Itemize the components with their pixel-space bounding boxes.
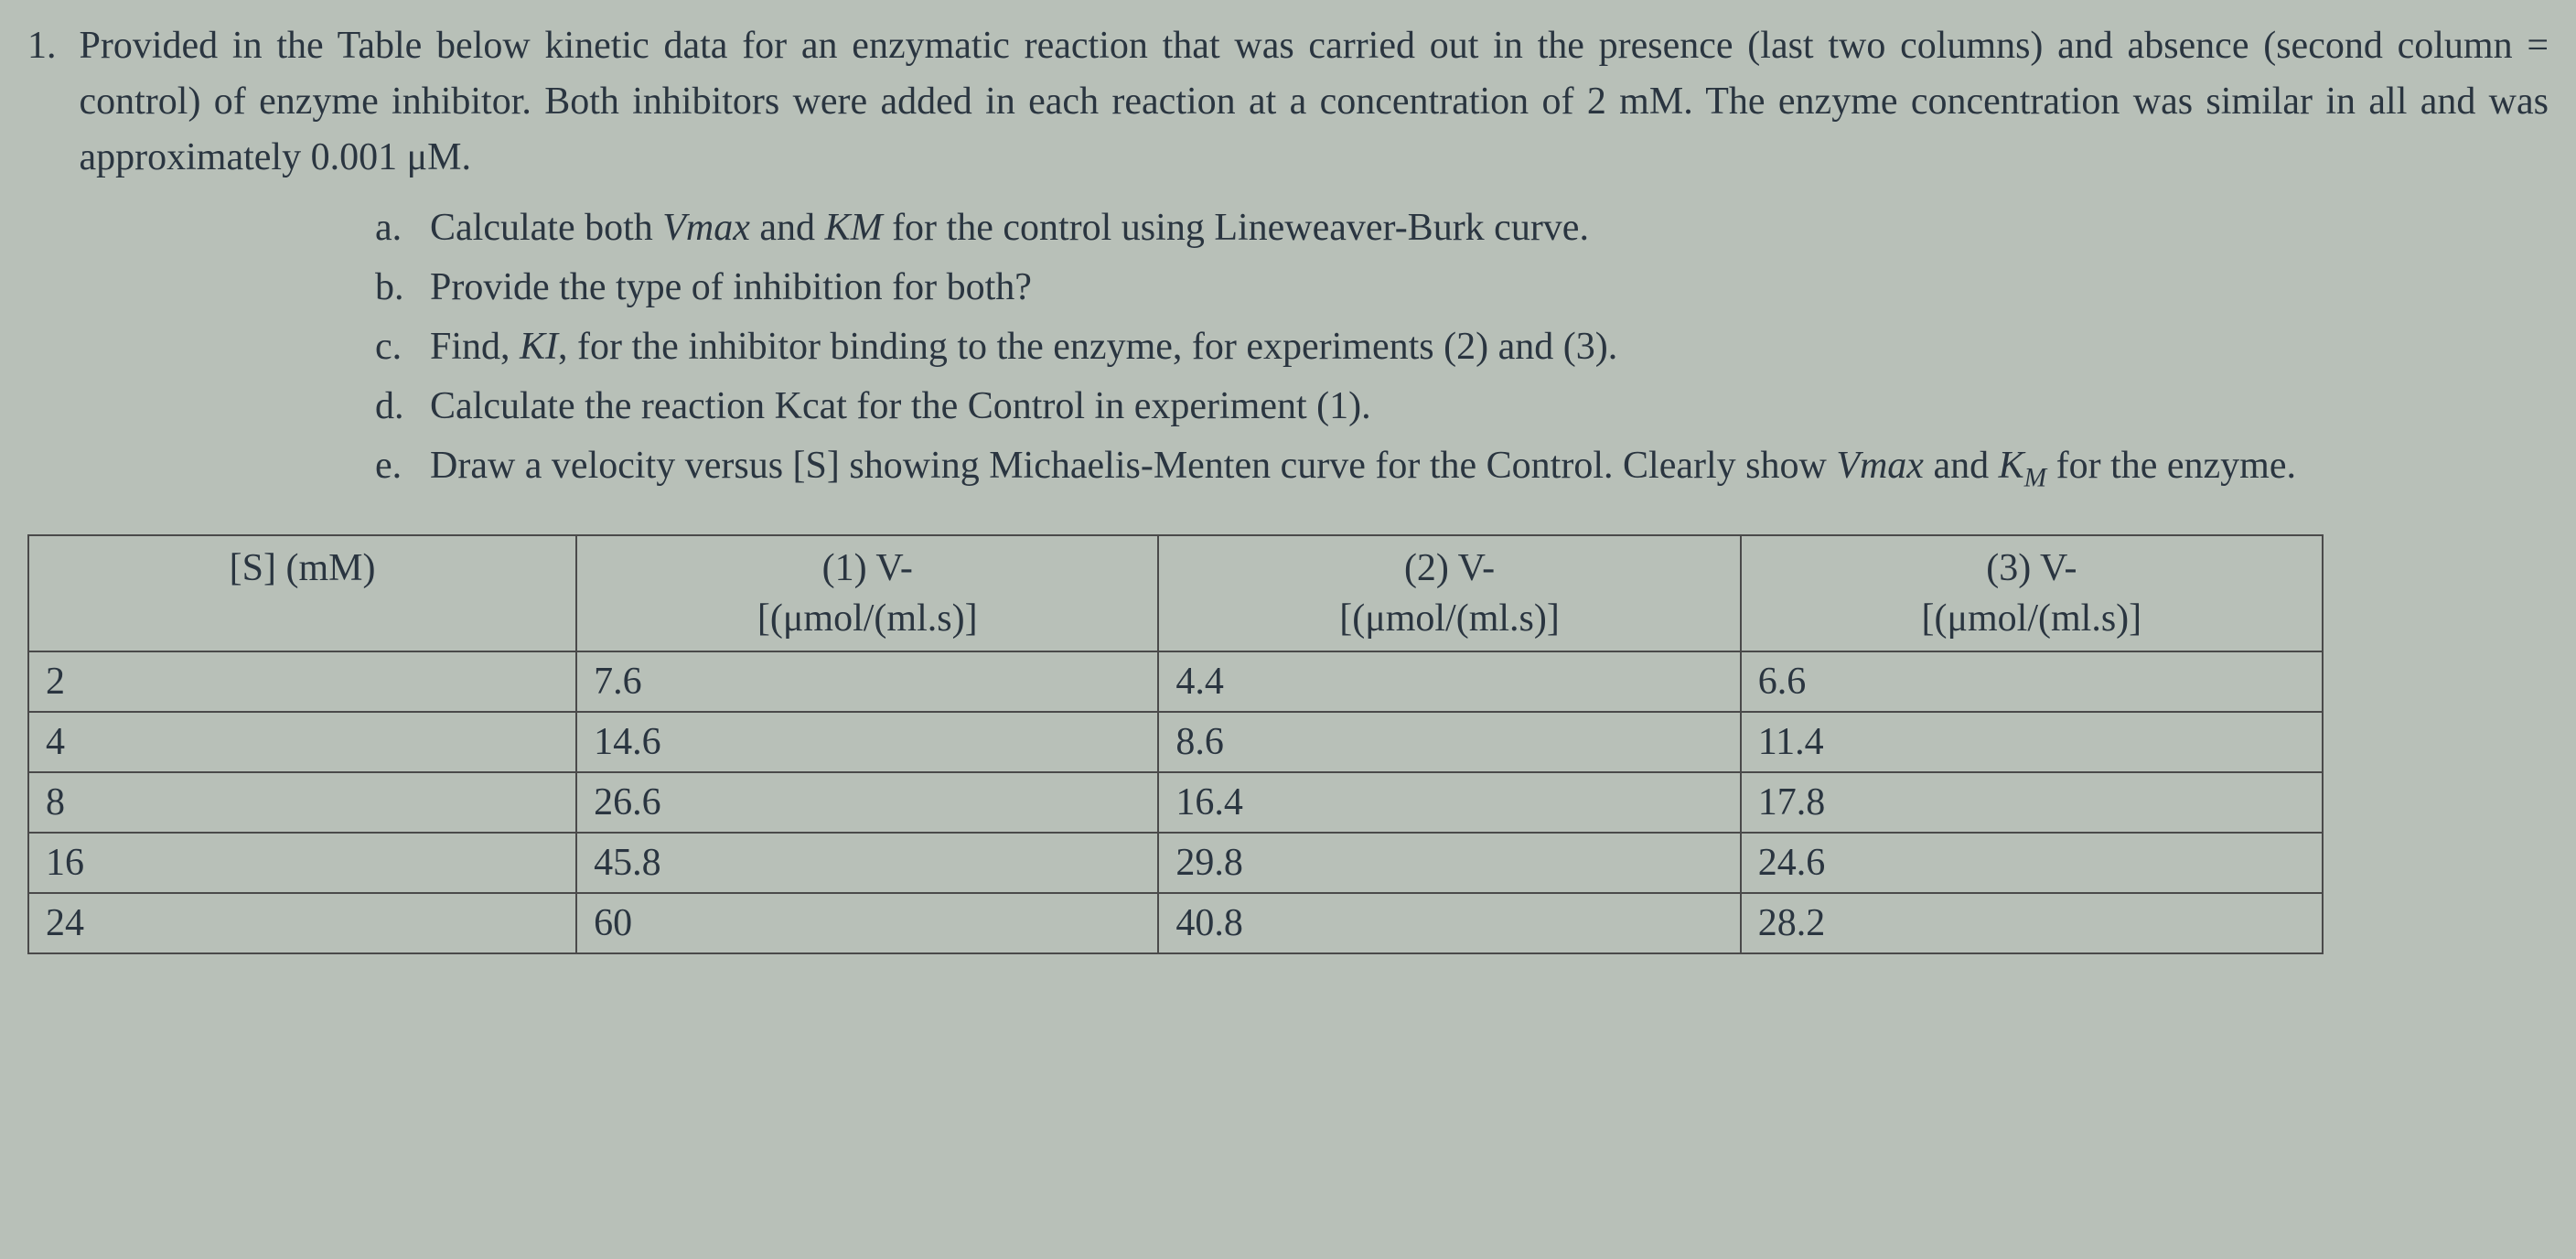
sub-letter: a. [375,199,430,257]
table-header-row: [S] (mM) (1) V- [(μmol/(ml.s)] (2) V- [(… [28,535,2323,651]
table-row: 2 7.6 4.4 6.6 [28,651,2323,712]
cell-v1: 45.8 [576,833,1158,893]
cell-v2: 8.6 [1158,712,1740,772]
sub-questions-list: a. Calculate both Vmax and KM for the co… [375,199,2549,499]
sub-letter: c. [375,318,430,376]
sub-text: Calculate the reaction Kcat for the Cont… [430,378,2549,436]
header-substrate: [S] (mM) [28,535,576,651]
cell-s: 24 [28,893,576,953]
table-row: 4 14.6 8.6 11.4 [28,712,2323,772]
cell-v3: 28.2 [1741,893,2323,953]
sub-item-a: a. Calculate both Vmax and KM for the co… [375,199,2549,257]
cell-v3: 24.6 [1741,833,2323,893]
sub-text: Provide the type of inhibition for both? [430,259,2549,317]
sub-letter: b. [375,259,430,317]
cell-v1: 14.6 [576,712,1158,772]
cell-v3: 11.4 [1741,712,2323,772]
sub-text: Find, KI, for the inhibitor binding to t… [430,318,2549,376]
cell-s: 8 [28,772,576,833]
cell-v2: 4.4 [1158,651,1740,712]
cell-v1: 26.6 [576,772,1158,833]
table-row: 24 60 40.8 28.2 [28,893,2323,953]
sub-letter: d. [375,378,430,436]
sub-item-b: b. Provide the type of inhibition for bo… [375,259,2549,317]
cell-s: 4 [28,712,576,772]
kinetic-data-table: [S] (mM) (1) V- [(μmol/(ml.s)] (2) V- [(… [27,534,2324,954]
sub-text: Draw a velocity versus [S] showing Micha… [430,437,2549,499]
header-v3: (3) V- [(μmol/(ml.s)] [1741,535,2323,651]
cell-v3: 6.6 [1741,651,2323,712]
question-number: 1. [27,18,57,186]
cell-v2: 29.8 [1158,833,1740,893]
cell-v2: 40.8 [1158,893,1740,953]
sub-text: Calculate both Vmax and KM for the contr… [430,199,2549,257]
header-v1: (1) V- [(μmol/(ml.s)] [576,535,1158,651]
sub-item-d: d. Calculate the reaction Kcat for the C… [375,378,2549,436]
table-row: 16 45.8 29.8 24.6 [28,833,2323,893]
table-row: 8 26.6 16.4 17.8 [28,772,2323,833]
sub-letter: e. [375,437,430,499]
header-v2: (2) V- [(μmol/(ml.s)] [1158,535,1740,651]
question-text: Provided in the Table below kinetic data… [80,18,2549,186]
sub-item-e: e. Draw a velocity versus [S] showing Mi… [375,437,2549,499]
cell-s: 16 [28,833,576,893]
cell-v1: 7.6 [576,651,1158,712]
cell-v1: 60 [576,893,1158,953]
sub-item-c: c. Find, KI, for the inhibitor binding t… [375,318,2549,376]
cell-s: 2 [28,651,576,712]
question-intro: 1. Provided in the Table below kinetic d… [27,18,2549,186]
cell-v3: 17.8 [1741,772,2323,833]
cell-v2: 16.4 [1158,772,1740,833]
